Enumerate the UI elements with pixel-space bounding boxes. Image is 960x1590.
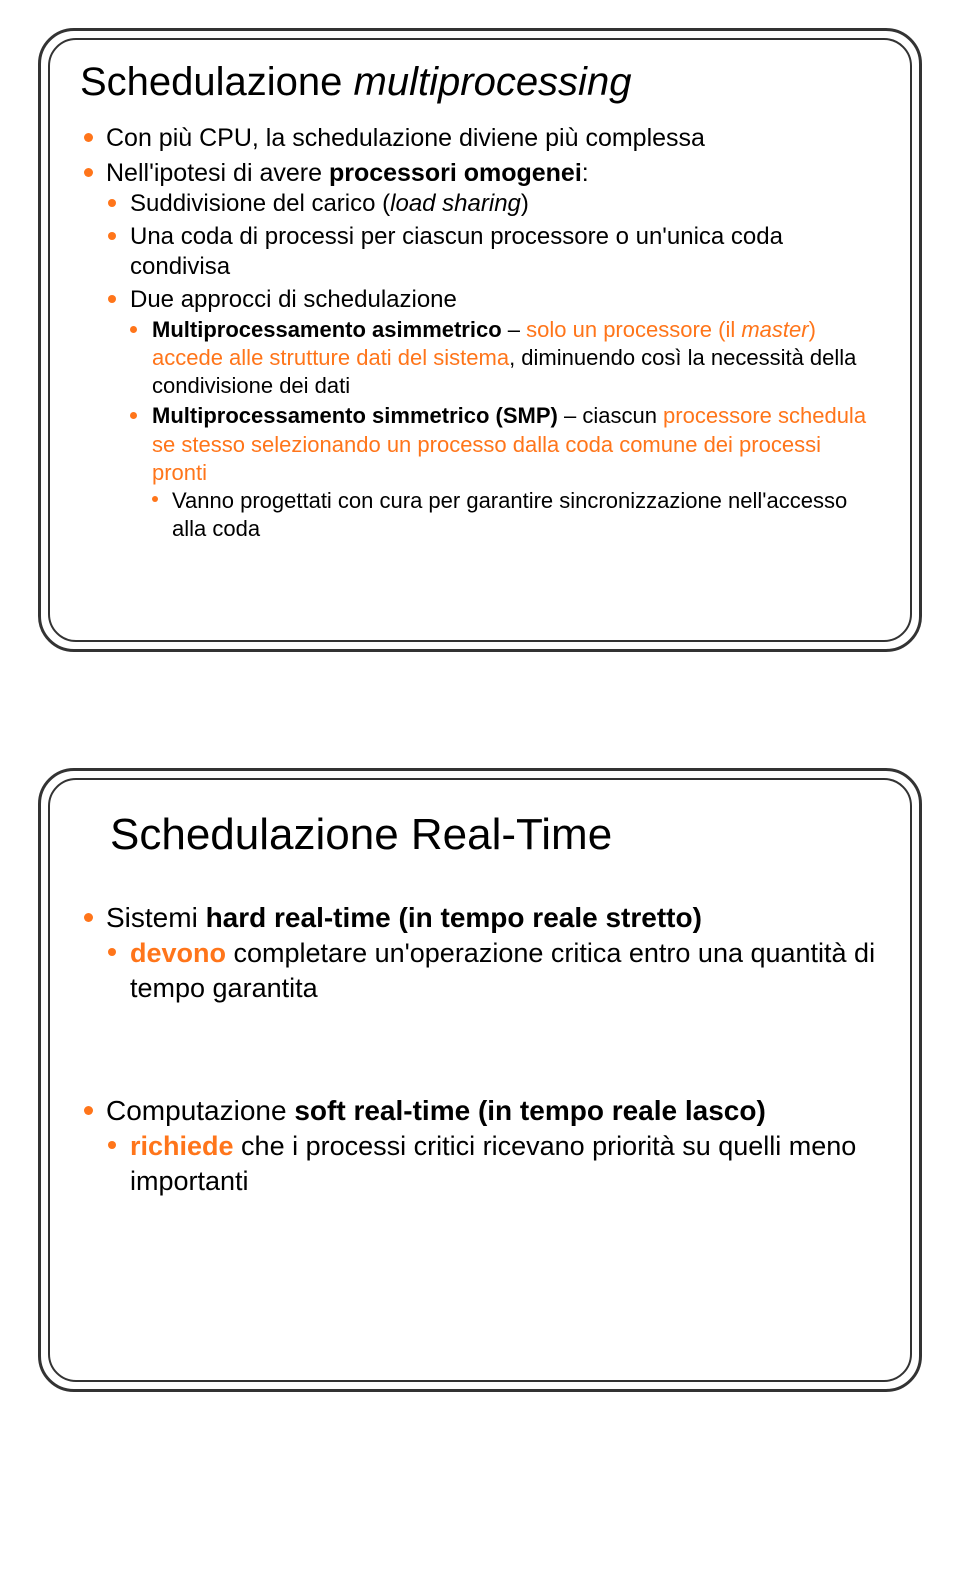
bullet-l2: Suddivisione del carico (load sharing) xyxy=(106,189,880,220)
t-it: master xyxy=(741,317,808,342)
text-bold-highlight: richiede xyxy=(130,1131,234,1161)
text: Computazione xyxy=(106,1095,294,1126)
bullet-l1: Computazione soft real-time (in tempo re… xyxy=(80,1093,880,1200)
slide1-title: Schedulazione multiprocessing xyxy=(80,60,880,104)
text: : xyxy=(582,159,589,187)
slide2-list: Sistemi hard real-time (in tempo reale s… xyxy=(80,900,880,1007)
bullet-l1: Sistemi hard real-time (in tempo reale s… xyxy=(80,900,880,1007)
slide2-list-b: Computazione soft real-time (in tempo re… xyxy=(80,1093,880,1200)
sublist: Multiprocessamento asimmetrico – solo un… xyxy=(130,316,880,543)
bullet-l4: Vanno progettati con cura per garantire … xyxy=(152,487,880,543)
text: – xyxy=(502,317,526,342)
bullet-l2: devono completare un'operazione critica … xyxy=(106,936,880,1006)
text: che i processi critici ricevano priorità… xyxy=(130,1131,856,1196)
text-bold: soft real-time (in tempo reale lasco) xyxy=(294,1095,765,1126)
text: Con più CPU, la schedulazione diviene pi… xyxy=(106,124,705,152)
bullet-l2: richiede che i processi critici ricevano… xyxy=(106,1129,880,1199)
sublist: devono completare un'operazione critica … xyxy=(106,936,880,1006)
slide1-list: Con più CPU, la schedulazione diviene pi… xyxy=(80,122,880,543)
t: solo un processore (il xyxy=(526,317,741,342)
sublist: richiede che i processi critici ricevano… xyxy=(106,1129,880,1199)
text: Vanno progettati con cura per garantire … xyxy=(172,488,847,541)
text-bold: Multiprocessamento simmetrico (SMP) xyxy=(152,403,558,428)
bullet-l1: Con più CPU, la schedulazione diviene pi… xyxy=(80,122,880,154)
text: Suddivisione del carico ( xyxy=(130,190,390,217)
slide-content: Schedulazione multiprocessing Con più CP… xyxy=(80,60,880,620)
text-bold: hard real-time (in tempo reale stretto) xyxy=(206,902,702,933)
sublist: Vanno progettati con cura per garantire … xyxy=(152,487,880,543)
slide-multiprocessing: Schedulazione multiprocessing Con più CP… xyxy=(30,20,930,660)
bullet-l2: Due approcci di schedulazione Multiproce… xyxy=(106,285,880,543)
title-text: Schedulazione xyxy=(80,60,354,104)
text: completare un'operazione critica entro u… xyxy=(130,938,875,1003)
text: ) xyxy=(521,190,529,217)
bullet-l3: Multiprocessamento asimmetrico – solo un… xyxy=(130,316,880,400)
text: Due approcci di schedulazione xyxy=(130,286,457,313)
slide2-title: Schedulazione Real-Time xyxy=(110,810,880,860)
text: – ciascun xyxy=(558,403,663,428)
bullet-l1: Nell'ipotesi di avere processori omogene… xyxy=(80,157,880,543)
bullet-l2: Una coda di processi per ciascun process… xyxy=(106,222,880,283)
text-bold-highlight: devono xyxy=(130,938,226,968)
text-bold: processori omogenei xyxy=(329,159,582,187)
text: Una coda di processi per ciascun process… xyxy=(130,223,783,281)
text-italic: load sharing xyxy=(390,190,521,217)
spacer xyxy=(80,1013,880,1093)
slide-realtime: Schedulazione Real-Time Sistemi hard rea… xyxy=(30,760,930,1400)
title-italic: multiprocessing xyxy=(354,60,632,104)
sublist: Suddivisione del carico (load sharing) U… xyxy=(106,189,880,543)
bullet-l3: Multiprocessamento simmetrico (SMP) – ci… xyxy=(130,402,880,543)
text: Nell'ipotesi di avere xyxy=(106,159,329,187)
text-bold: Multiprocessamento asimmetrico xyxy=(152,317,502,342)
slide-content: Schedulazione Real-Time Sistemi hard rea… xyxy=(80,800,880,1360)
text: Sistemi xyxy=(106,902,206,933)
